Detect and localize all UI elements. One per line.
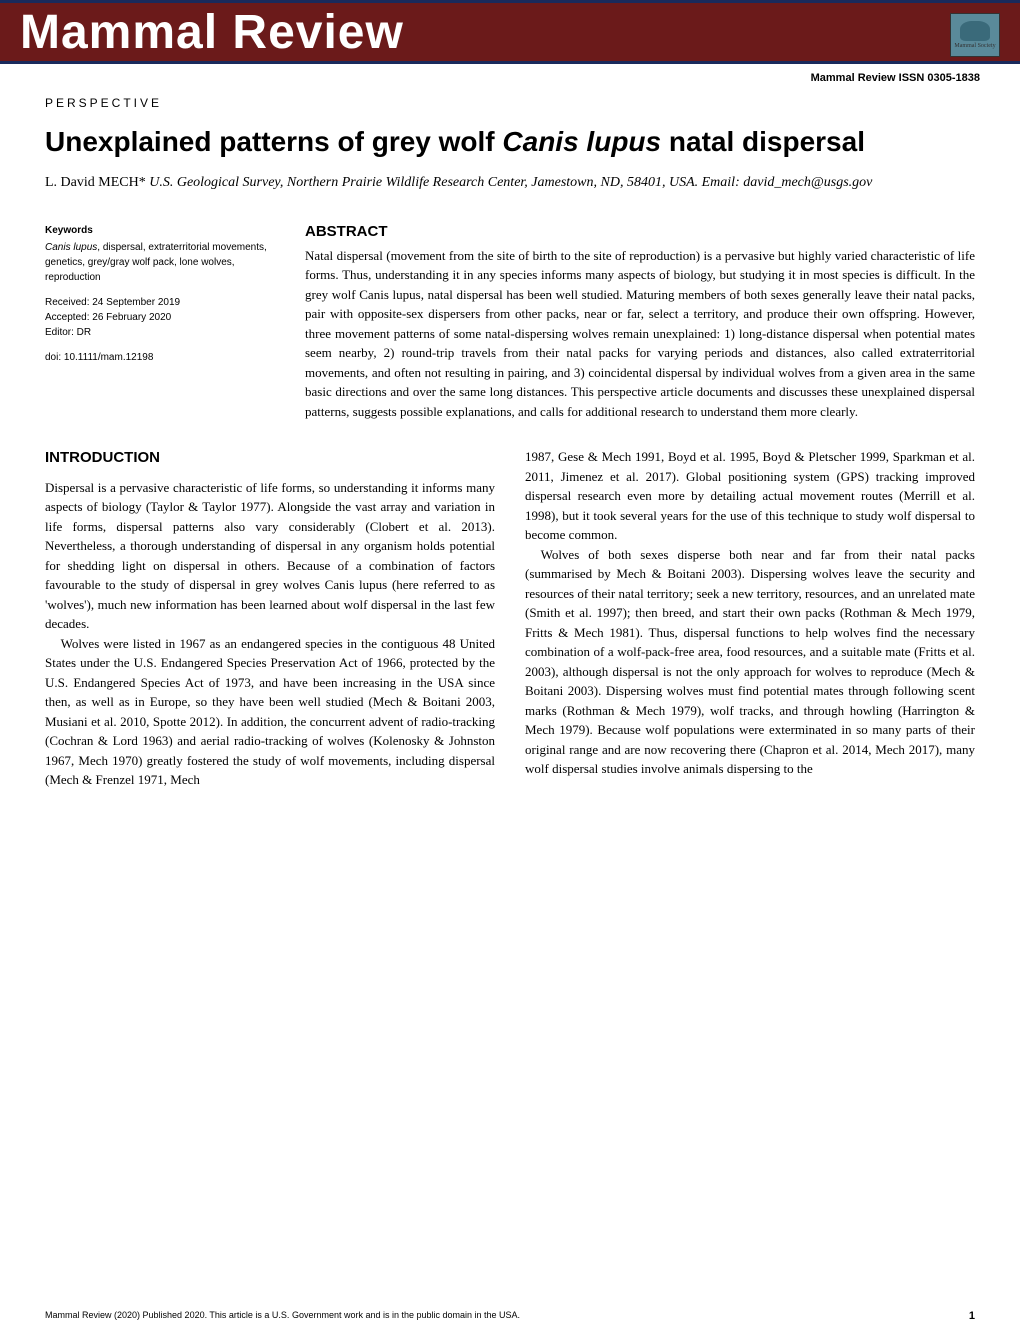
author-affiliation: U.S. Geological Survey, Northern Prairie… [146,175,873,190]
accepted-date: Accepted: 26 February 2020 [45,312,171,323]
editor: Editor: DR [45,327,91,338]
article-type: PERSPECTIVE [45,96,975,110]
intro-p2-cont: 1987, Gese & Mech 1991, Boyd et al. 1995… [525,447,975,545]
keywords-label: Keywords [45,223,275,238]
intro-p1: Dispersal is a pervasive characteristic … [45,478,495,634]
author-name: L. David MECH* [45,175,146,190]
keywords-species: Canis lupus [45,242,97,253]
author-line: L. David MECH* U.S. Geological Survey, N… [45,173,975,193]
body-columns: INTRODUCTION Dispersal is a pervasive ch… [45,447,975,790]
article-title: Unexplained patterns of grey wolf Canis … [45,124,975,159]
copyright-text: Mammal Review (2020) Published 2020. Thi… [45,1310,520,1322]
abstract-text: Natal dispersal (movement from the site … [305,246,975,422]
logo-icon [960,21,990,41]
title-species: Canis lupus [502,126,661,157]
journal-header: Mammal Review Mammal Society [0,0,1020,64]
journal-title: Mammal Review [20,5,404,60]
meta-abstract-row: Keywords Canis lupus, dispersal, extrate… [45,223,975,422]
abstract-heading: ABSTRACT [305,223,975,240]
title-pre: Unexplained patterns of grey wolf [45,126,502,157]
page-number: 1 [969,1310,975,1322]
title-post: natal dispersal [661,126,865,157]
body-column-left: INTRODUCTION Dispersal is a pervasive ch… [45,447,495,790]
intro-p2: Wolves were listed in 1967 as an endange… [45,634,495,790]
intro-p3: Wolves of both sexes disperse both near … [525,545,975,779]
keywords-text: Canis lupus, dispersal, extraterritorial… [45,240,275,285]
page-footer: Mammal Review (2020) Published 2020. Thi… [45,1310,975,1322]
abstract-column: ABSTRACT Natal dispersal (movement from … [305,223,975,422]
article-content: PERSPECTIVE Unexplained patterns of grey… [0,96,1020,790]
metadata-column: Keywords Canis lupus, dispersal, extrate… [45,223,275,422]
issn-line: Mammal Review ISSN 0305-1838 [0,64,1020,96]
intro-heading: INTRODUCTION [45,447,495,470]
dates-block: Received: 24 September 2019 Accepted: 26… [45,295,275,340]
received-date: Received: 24 September 2019 [45,297,180,308]
logo-label: Mammal Society [954,43,995,49]
society-logo: Mammal Society [950,13,1000,57]
body-column-right: 1987, Gese & Mech 1991, Boyd et al. 1995… [525,447,975,790]
doi: doi: 10.1111/mam.12198 [45,350,275,365]
